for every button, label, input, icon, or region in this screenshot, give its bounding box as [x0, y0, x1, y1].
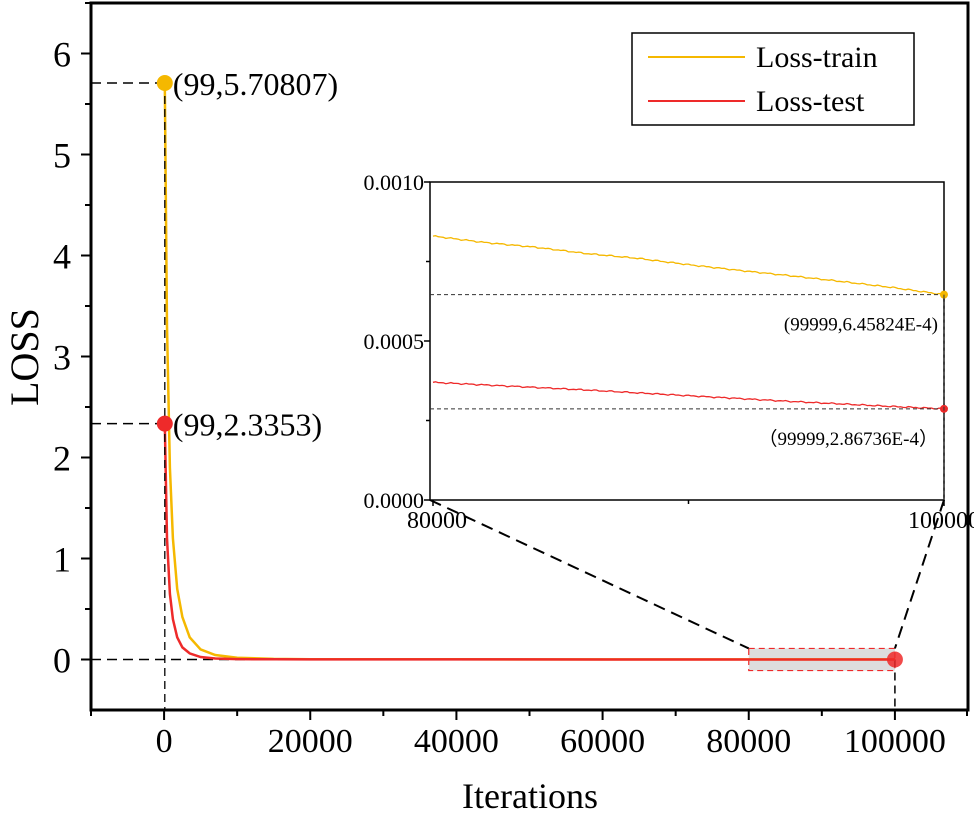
annotation-label: (99,5.70807) — [173, 66, 338, 102]
y-axis-label: LOSS — [2, 308, 47, 406]
x-axis-label: Iterations — [462, 776, 598, 813]
x-tick-label: 20000 — [268, 723, 353, 760]
series-line-test — [163, 423, 895, 661]
legend: Loss-train Loss-test — [631, 32, 915, 126]
inset-annotation-label: (99999,6.45824E-4) — [784, 315, 938, 336]
inset-x-tick-label: 80000 — [407, 508, 467, 534]
inset-y-tick-label: 0.0000 — [364, 488, 425, 513]
legend-box — [631, 32, 915, 126]
inset-annotation-label: （99999,2.86736E-4） — [759, 428, 938, 450]
y-tick-label: 6 — [53, 35, 71, 75]
y-tick-label: 1 — [53, 540, 71, 580]
inset-series-line-test — [432, 381, 945, 410]
y-tick-label: 4 — [53, 237, 71, 277]
annotation-point — [156, 74, 173, 91]
legend-label-train: Loss-train — [756, 41, 878, 74]
inset-x-tick-label: 100000 — [908, 508, 974, 534]
inset-y-tick-label: 0.0005 — [364, 329, 425, 354]
y-tick-label: 2 — [53, 439, 71, 479]
y-tick-label: 5 — [53, 136, 71, 176]
legend-label-test: Loss-test — [756, 85, 865, 118]
x-tick-label: 40000 — [414, 723, 499, 760]
annotation-label: (99,2.3353) — [173, 407, 322, 443]
zoom-connector — [429, 499, 750, 650]
y-tick-label: 0 — [53, 641, 71, 681]
x-tick-label: 60000 — [560, 723, 645, 760]
x-tick-label: 80000 — [706, 723, 791, 760]
inset-series-line-train — [432, 235, 945, 296]
inset-y-tick-label: 0.0010 — [364, 170, 425, 195]
zoom-connector — [893, 499, 945, 649]
end-point — [886, 651, 903, 668]
x-tick-label: 0 — [156, 723, 173, 760]
y-tick-label: 3 — [53, 338, 71, 378]
annotation-point — [156, 415, 173, 432]
x-tick-label: 100000 — [844, 723, 946, 760]
inset-frame — [429, 181, 945, 501]
